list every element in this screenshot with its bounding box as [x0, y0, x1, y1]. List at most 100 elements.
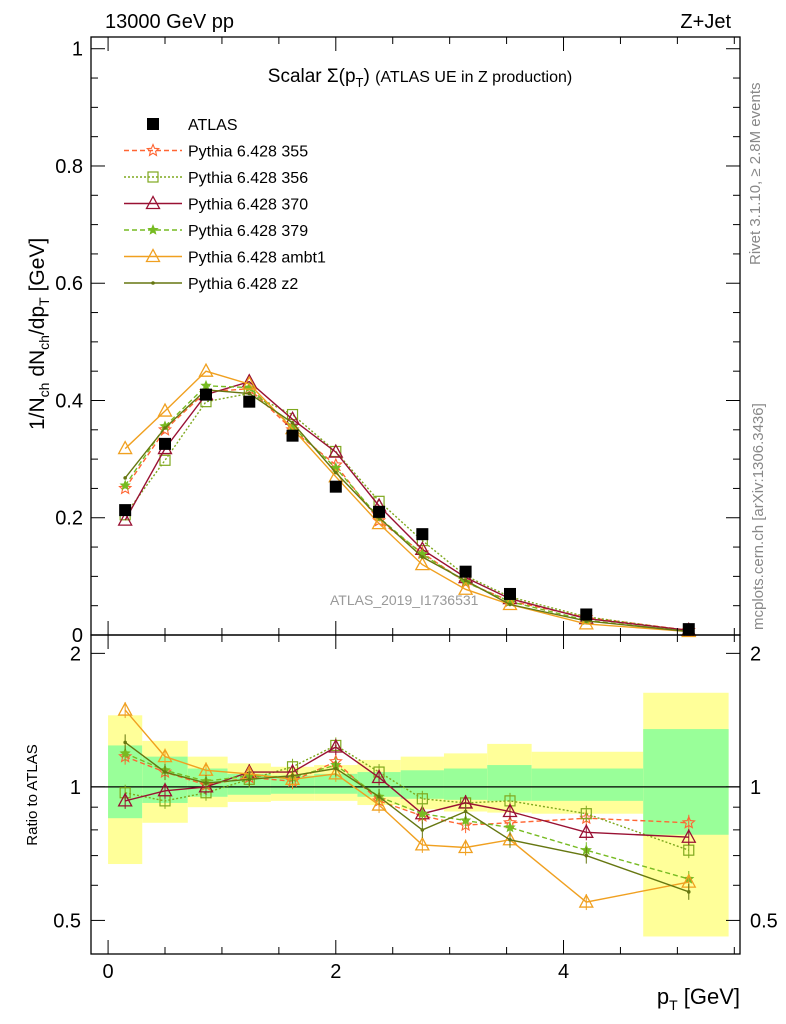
ratio-series-marker: [578, 893, 594, 908]
legend-marker: [145, 248, 161, 263]
ratio-series-marker: [328, 738, 344, 753]
main-ytick-label: 0.6: [55, 273, 83, 295]
data-point: [504, 587, 517, 600]
legend-marker: [145, 195, 161, 210]
main-ylabel: 1/Nch dNch/dpT [GeV]: [26, 238, 52, 430]
title-part-rest: ): [364, 66, 376, 87]
main-series-marker: [578, 615, 594, 630]
ratio-series-marker: [580, 808, 592, 820]
ratio-ytick-label-right: 1: [750, 777, 761, 799]
main-series-marker: [117, 440, 133, 455]
ratio-series-marker: [290, 773, 295, 778]
main-series-marker: [241, 375, 257, 390]
ratio-series-marker: [119, 747, 131, 759]
main-ytick-label: 1: [72, 39, 83, 61]
ratio-series-marker: [117, 701, 133, 716]
x-tick-label: 0: [103, 961, 114, 983]
data-point: [119, 504, 132, 517]
main-series-line: [124, 389, 689, 633]
mcplots-label: mcplots.cern.ch [arXiv:1306.3436]: [750, 403, 767, 630]
data-point: [373, 505, 386, 518]
legend-marker: [145, 143, 161, 157]
ratio-series-marker: [686, 890, 691, 894]
ratio-series-marker: [163, 770, 167, 774]
ratio-series-marker: [508, 837, 512, 842]
ratio-series-marker: [157, 782, 173, 797]
main-series-marker: [157, 422, 173, 436]
main-series-marker: [157, 402, 173, 417]
main-series-marker: [333, 470, 338, 475]
data-point: [329, 480, 342, 493]
main-series-line: [124, 385, 689, 633]
x-tick-label: 2: [330, 961, 341, 983]
ylabel-2: dN: [26, 350, 49, 383]
ratio-series-marker: [284, 770, 301, 785]
ratio-series-marker: [371, 769, 387, 784]
legend-label: Pythia 6.428 355: [188, 144, 308, 161]
main-series-marker: [328, 443, 344, 458]
header-right: Z+Jet: [680, 11, 731, 33]
ratio-series-marker: [328, 765, 344, 780]
uncertainty-band-inner: [531, 768, 644, 801]
ratio-series-marker: [681, 815, 696, 829]
ratio-series-marker: [416, 807, 428, 819]
ratio-series-marker: [584, 853, 589, 858]
data-point: [159, 437, 172, 450]
header-left: 13000 GeV pp: [105, 11, 234, 33]
main-ytick-label: 0.2: [55, 508, 83, 530]
ratio-ylabel: Ratio to ATLAS: [24, 744, 41, 845]
ratio-series-line: [125, 746, 689, 838]
legend-label: Pythia 6.428 370: [188, 197, 308, 214]
ratio-series-marker: [117, 792, 133, 807]
legend-marker: [147, 118, 159, 130]
ratio-series-marker: [420, 828, 425, 832]
ratio-series-marker: [247, 777, 252, 782]
ratio-series-marker: [463, 809, 468, 814]
ylabel-3: /dp: [26, 306, 49, 335]
ratio-series-marker: [504, 821, 516, 833]
legend-label: ATLAS: [188, 117, 238, 134]
ratio-ytick-label: 1: [70, 777, 81, 799]
ratio-series-line: [124, 752, 689, 880]
ylabel-4: [GeV]: [26, 238, 49, 298]
ylabel-sub3: T: [36, 297, 52, 306]
legend-marker: [147, 171, 159, 183]
rivet-label: Rivet 3.1.10, ≥ 2.8M events: [747, 83, 764, 266]
main-series-marker: [458, 580, 474, 595]
ratio-series-marker: [198, 778, 214, 793]
data-point: [682, 623, 695, 636]
ratio-series-marker: [204, 781, 208, 785]
xlabel-p: p: [657, 984, 669, 1009]
legend-label: Pythia 6.428 356: [188, 170, 308, 187]
data-point: [199, 388, 212, 401]
ratio-series-marker: [578, 823, 594, 838]
ratio-series-marker: [157, 748, 173, 763]
legend-label: Pythia 6.428 ambt1: [188, 250, 326, 267]
x-axis-label: pT [GeV]: [657, 984, 740, 1013]
ylabel-sub2: ch: [36, 335, 52, 350]
watermark: ATLAS_2019_I1736531: [330, 592, 479, 608]
uncertainty-band-inner: [487, 765, 532, 801]
main-series-marker: [159, 454, 171, 466]
data-point: [459, 565, 472, 578]
legend-marker: [147, 224, 159, 235]
title-part-scalar: Scalar Σ(p: [268, 66, 356, 87]
data-point: [416, 528, 429, 541]
legend-marker: [151, 281, 155, 285]
ratio-series-line: [124, 709, 689, 903]
legend-label: Pythia 6.428 z2: [188, 276, 298, 293]
data-point: [243, 395, 256, 408]
main-series-marker: [117, 511, 133, 526]
ratio-ytick-label: 2: [70, 643, 81, 665]
ratio-frame: [90, 634, 741, 955]
data-point: [286, 429, 299, 442]
ratio-ytick-label-right: 0.5: [750, 910, 778, 932]
main-series-marker: [119, 479, 131, 491]
legend-label: Pythia 6.428 379: [188, 223, 308, 240]
uncertainty-band-inner: [643, 729, 729, 835]
main-series-marker: [371, 515, 387, 530]
x-tick-label: 4: [558, 961, 569, 983]
xlabel-unit: [GeV]: [678, 984, 740, 1009]
